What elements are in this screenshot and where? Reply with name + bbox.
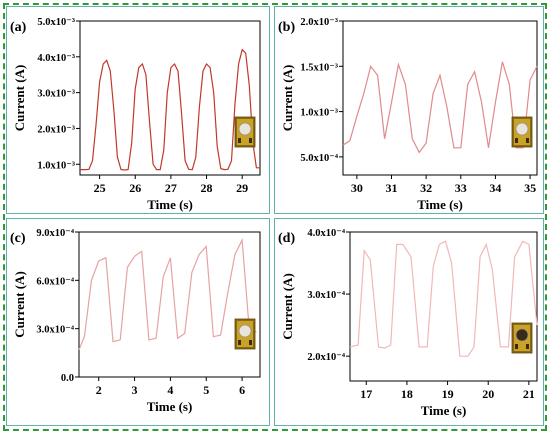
chart-c-ylabel: Current (A) bbox=[12, 271, 27, 338]
chart-b-ytick-label: 2.0x10⁻³ bbox=[300, 17, 338, 28]
chart-a-xtick-label: 27 bbox=[165, 181, 177, 195]
chart-a-series-line bbox=[80, 48, 260, 171]
chart-b-ytick-label: 1.0x10⁻³ bbox=[300, 108, 338, 119]
chart-b: 30 31 32 33 34 35 5.0x10⁻⁴ 1.0x10⁻³ 1.5x10⁻³ 2.0x… bbox=[278, 17, 538, 212]
chart-c: 2 3 4 5 6 0.0 3.0x10⁻⁴ 6.0x10⁻⁴ 9.0x10⁻⁴ (c) Time … bbox=[10, 228, 261, 414]
chart-c-ytick-label: 6.0x10⁻⁴ bbox=[36, 276, 74, 287]
chart-a-xtick-label: 29 bbox=[236, 181, 248, 195]
chart-c-ytick-label: 3.0x10⁻⁴ bbox=[36, 325, 74, 336]
figure-frame bbox=[3, 3, 547, 431]
chart-d-ytick-label: 2.0x10⁻⁴ bbox=[307, 352, 345, 363]
chart-d: 17 18 19 20 21 2.0x10⁻⁴ 3.0x10⁻⁴ 4.0x10⁻⁴ (d) Tim… bbox=[278, 228, 538, 418]
chart-a-ytick-label: 4.0x10⁻³ bbox=[37, 53, 75, 64]
chart-a-ytick-label: 3.0x10⁻³ bbox=[37, 89, 75, 100]
chart-c-axes-box bbox=[78, 231, 261, 378]
chart-a-panel-label: (a) bbox=[10, 20, 27, 35]
chart-d-xtick-label: 21 bbox=[523, 387, 535, 401]
chart-d-panel-label: (d) bbox=[278, 231, 295, 246]
chart-d-xlabel: Time (s) bbox=[421, 403, 467, 418]
chart-c-xtick-label: 4 bbox=[167, 383, 173, 397]
chart-b-ylabel: Current (A) bbox=[280, 65, 295, 132]
chart-d-device-photo bbox=[511, 322, 533, 354]
chart-b-device-photo bbox=[511, 116, 533, 148]
chart-c-series-line bbox=[78, 237, 257, 350]
chart-d-xtick-label: 20 bbox=[482, 387, 494, 401]
chart-c-ytick-label: 9.0x10⁻⁴ bbox=[36, 228, 74, 239]
chart-d-xtick-label: 19 bbox=[442, 387, 454, 401]
chart-b-xtick-label: 33 bbox=[455, 181, 467, 195]
chart-b-xlabel: Time (s) bbox=[417, 197, 463, 212]
chart-d-ylabel: Current (A) bbox=[280, 273, 295, 340]
chart-d-xtick-label: 17 bbox=[360, 387, 372, 401]
chart-a-ytick-label: 5.0x10⁻³ bbox=[37, 17, 75, 28]
chart-b-xtick-label: 32 bbox=[420, 181, 432, 195]
chart-c-xtick-label: 6 bbox=[239, 383, 245, 397]
panel-d: 17 18 19 20 21 2.0x10⁻⁴ 3.0x10⁻⁴ 4.0x10⁻⁴ (d) Tim… bbox=[274, 218, 544, 426]
chart-d-axes-box bbox=[349, 231, 538, 382]
chart-d-series-line bbox=[349, 240, 538, 357]
panel-b: 30 31 32 33 34 35 5.0x10⁻⁴ 1.0x10⁻³ 1.5x10⁻³ 2.0x… bbox=[274, 6, 544, 214]
chart-b-ytick-label: 1.5x10⁻³ bbox=[300, 62, 338, 73]
chart-c-xtick-label: 5 bbox=[203, 383, 209, 397]
chart-b-ytick-label: 5.0x10⁻⁴ bbox=[300, 153, 338, 164]
chart-c-xtick-label: 2 bbox=[96, 383, 102, 397]
chart-b-xtick-label: 35 bbox=[524, 181, 536, 195]
chart-c-device-photo bbox=[234, 318, 256, 350]
chart-a-xtick-label: 25 bbox=[94, 181, 106, 195]
chart-a-axes-box bbox=[79, 20, 261, 176]
chart-c-xlabel: Time (s) bbox=[147, 399, 193, 414]
chart-c-panel-label: (c) bbox=[10, 231, 26, 246]
chart-c-ytick-label: 0.0 bbox=[61, 373, 74, 384]
chart-a-device-photo bbox=[234, 116, 256, 148]
chart-b-panel-label: (b) bbox=[278, 20, 295, 35]
chart-b-xtick-label: 34 bbox=[489, 181, 501, 195]
chart-a-xtick-label: 28 bbox=[201, 181, 213, 195]
chart-b-xtick-label: 30 bbox=[351, 181, 363, 195]
panel-c: 2 3 4 5 6 0.0 3.0x10⁻⁴ 6.0x10⁻⁴ 9.0x10⁻⁴ (c) Time … bbox=[6, 218, 270, 426]
chart-d-xtick-label: 18 bbox=[401, 387, 413, 401]
chart-a-xtick-label: 26 bbox=[129, 181, 141, 195]
chart-b-axes-box bbox=[342, 20, 538, 176]
chart-a-ytick-label: 2.0x10⁻³ bbox=[37, 124, 75, 135]
chart-c-xtick-label: 3 bbox=[132, 383, 138, 397]
chart-a-ylabel: Current (A) bbox=[12, 65, 27, 132]
chart-d-ytick-label: 4.0x10⁻⁴ bbox=[307, 228, 345, 239]
chart-a: 25 26 27 28 29 1.0x10⁻³ 2.0x10⁻³ 3.0x10⁻³ 4.0x10… bbox=[10, 17, 261, 212]
chart-b-xtick-label: 31 bbox=[386, 181, 398, 195]
chart-a-ytick-label: 1.0x10⁻³ bbox=[37, 160, 75, 171]
chart-b-series-line bbox=[342, 61, 538, 154]
panel-a: 25 26 27 28 29 1.0x10⁻³ 2.0x10⁻³ 3.0x10⁻³ 4.0x10… bbox=[6, 6, 270, 214]
chart-a-xlabel: Time (s) bbox=[147, 197, 193, 212]
chart-d-ytick-label: 3.0x10⁻⁴ bbox=[307, 290, 345, 301]
